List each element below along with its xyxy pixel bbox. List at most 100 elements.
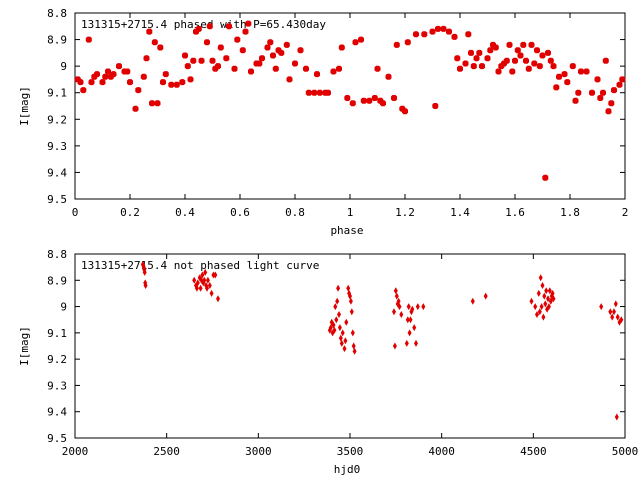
data-point bbox=[340, 329, 345, 337]
y-tick-label: 8.8 bbox=[47, 248, 67, 261]
data-point bbox=[337, 311, 341, 318]
data-point bbox=[551, 295, 556, 303]
y-tick-label: 9.1 bbox=[47, 87, 67, 100]
data-point bbox=[610, 313, 615, 321]
y-tick-label: 9.4 bbox=[47, 406, 67, 419]
data-point bbox=[550, 63, 557, 70]
data-point bbox=[242, 28, 249, 35]
x-tick-label: 1.4 bbox=[450, 206, 470, 219]
data-point bbox=[451, 33, 458, 40]
data-point bbox=[140, 73, 147, 80]
data-point bbox=[385, 73, 392, 80]
data-point bbox=[537, 308, 542, 316]
data-point bbox=[352, 347, 357, 355]
data-point bbox=[608, 100, 615, 107]
data-point bbox=[404, 339, 409, 347]
data-point bbox=[605, 108, 612, 115]
data-point bbox=[173, 81, 180, 88]
y-tick-label: 9.3 bbox=[47, 140, 67, 153]
x-axis-label: phase bbox=[330, 224, 363, 237]
data-point bbox=[215, 63, 221, 70]
data-point bbox=[545, 49, 551, 56]
y-tick-label: 9 bbox=[60, 301, 67, 314]
data-point bbox=[151, 39, 158, 46]
data-point bbox=[348, 297, 353, 305]
data-point bbox=[278, 49, 285, 56]
data-point bbox=[205, 276, 210, 284]
data-point bbox=[407, 329, 412, 337]
data-point bbox=[413, 31, 419, 38]
data-point bbox=[223, 55, 230, 62]
data-point bbox=[561, 71, 568, 78]
data-point bbox=[613, 300, 618, 308]
data-point bbox=[358, 36, 364, 43]
data-point bbox=[270, 52, 276, 59]
data-point bbox=[88, 79, 95, 86]
data-point bbox=[352, 39, 359, 46]
data-point bbox=[408, 316, 413, 324]
y-axis-label: I[mag] bbox=[18, 86, 31, 126]
data-point bbox=[615, 313, 620, 321]
data-point bbox=[495, 68, 502, 75]
chart-title: 131315+2715.4 phased with P=65.430day bbox=[81, 18, 326, 31]
data-point bbox=[149, 100, 155, 107]
data-point bbox=[339, 339, 344, 347]
data-point bbox=[349, 100, 356, 107]
data-point bbox=[396, 297, 401, 305]
x-tick-label: 4000 bbox=[428, 445, 455, 458]
data-point bbox=[234, 36, 241, 43]
data-point bbox=[589, 89, 595, 96]
data-point bbox=[470, 297, 475, 305]
data-point bbox=[162, 71, 169, 78]
data-point bbox=[572, 97, 579, 104]
x-axis-label: hjd0 bbox=[334, 463, 361, 476]
data-point bbox=[404, 39, 411, 46]
data-point bbox=[414, 339, 418, 347]
y-tick-label: 9.5 bbox=[47, 432, 67, 445]
data-point bbox=[616, 81, 623, 88]
data-point bbox=[195, 25, 202, 32]
data-point bbox=[259, 55, 265, 62]
data-point bbox=[248, 68, 254, 75]
data-point bbox=[351, 342, 356, 350]
data-point bbox=[523, 57, 529, 64]
data-point bbox=[529, 297, 534, 305]
data-point bbox=[314, 71, 320, 78]
y-tick-label: 9 bbox=[60, 60, 67, 73]
data-point bbox=[546, 303, 551, 311]
data-point bbox=[468, 49, 474, 56]
data-point bbox=[142, 268, 147, 276]
data-point bbox=[331, 321, 336, 329]
data-point bbox=[392, 308, 396, 316]
data-point bbox=[542, 292, 547, 300]
data-point bbox=[506, 41, 513, 48]
data-point bbox=[612, 308, 616, 316]
data-point bbox=[371, 95, 378, 101]
data-point bbox=[168, 81, 175, 88]
data-point bbox=[264, 44, 271, 51]
data-point bbox=[608, 308, 613, 316]
data-point bbox=[209, 289, 214, 297]
data-point bbox=[392, 342, 397, 350]
data-point bbox=[484, 55, 491, 62]
data-point bbox=[540, 282, 545, 289]
data-point bbox=[578, 68, 584, 75]
data-point bbox=[124, 68, 131, 75]
y-tick-label: 8.9 bbox=[47, 274, 67, 287]
y-tick-label: 9.5 bbox=[47, 193, 67, 206]
y-tick-label: 9.1 bbox=[47, 327, 67, 340]
x-tick-label: 4500 bbox=[520, 445, 547, 458]
x-tick-label: 0.2 bbox=[120, 206, 140, 219]
data-point bbox=[195, 279, 200, 287]
data-point bbox=[394, 292, 399, 300]
data-point bbox=[204, 39, 210, 46]
data-point bbox=[393, 41, 400, 48]
data-point bbox=[520, 41, 527, 48]
data-point bbox=[99, 79, 106, 86]
data-point bbox=[342, 345, 347, 353]
data-point bbox=[575, 89, 582, 96]
data-point bbox=[110, 71, 117, 78]
data-point bbox=[182, 52, 188, 59]
data-point bbox=[132, 105, 139, 112]
